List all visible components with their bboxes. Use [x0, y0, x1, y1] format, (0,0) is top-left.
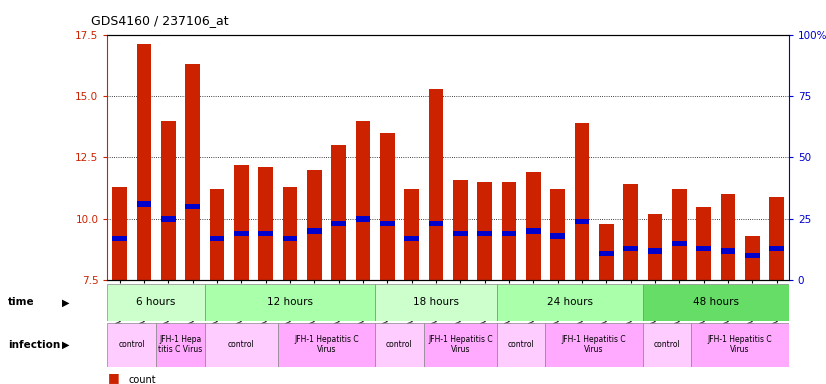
Text: JFH-1 Hepatitis C
Virus: JFH-1 Hepatitis C Virus	[428, 335, 492, 354]
Text: ■: ■	[107, 371, 119, 384]
Text: control: control	[386, 340, 413, 349]
Bar	[550, 233, 565, 239]
Bar	[624, 246, 638, 251]
Bar	[282, 236, 297, 241]
Bar	[526, 228, 540, 234]
Bar	[185, 204, 200, 209]
Bar	[307, 170, 321, 280]
Bar	[234, 165, 249, 280]
Bar	[234, 231, 249, 236]
Bar	[156, 323, 205, 367]
Text: JFH-1 Hepatitis C
Virus: JFH-1 Hepatitis C Virus	[294, 335, 358, 354]
Bar	[453, 180, 468, 280]
Bar	[769, 197, 784, 280]
Bar	[356, 121, 370, 280]
Bar	[356, 216, 370, 222]
Bar	[107, 284, 205, 321]
Bar	[477, 182, 492, 280]
Bar	[745, 236, 760, 280]
Text: ▶: ▶	[62, 339, 69, 350]
Bar	[720, 194, 735, 280]
Bar	[375, 284, 496, 321]
Bar	[769, 246, 784, 251]
Text: JFH-1 Hepatitis C
Virus: JFH-1 Hepatitis C Virus	[708, 335, 772, 354]
Bar	[424, 323, 496, 367]
Bar	[307, 228, 321, 234]
Text: control: control	[508, 340, 534, 349]
Text: GDS4160 / 237106_at: GDS4160 / 237106_at	[91, 14, 229, 27]
Bar	[696, 246, 711, 251]
Bar	[545, 323, 643, 367]
Bar	[210, 236, 224, 241]
Bar	[380, 221, 395, 227]
Text: count: count	[128, 375, 155, 384]
Bar	[380, 133, 395, 280]
Bar	[643, 323, 691, 367]
Bar	[185, 64, 200, 280]
Bar	[496, 284, 643, 321]
Text: 48 hours: 48 hours	[693, 297, 738, 308]
Bar	[404, 236, 419, 241]
Bar	[331, 221, 346, 227]
Bar	[161, 121, 176, 280]
Bar	[331, 145, 346, 280]
Bar	[672, 189, 686, 280]
Bar	[599, 224, 614, 280]
Bar	[161, 216, 176, 222]
Bar	[107, 323, 156, 367]
Text: infection: infection	[8, 339, 60, 350]
Bar	[672, 241, 686, 246]
Bar	[429, 89, 444, 280]
Text: 12 hours: 12 hours	[267, 297, 313, 308]
Bar	[112, 236, 127, 241]
Bar	[643, 284, 789, 321]
Bar	[496, 323, 545, 367]
Bar	[477, 231, 492, 236]
Bar	[575, 123, 589, 280]
Bar	[259, 231, 273, 236]
Bar	[282, 187, 297, 280]
Text: control: control	[118, 340, 145, 349]
Text: ▶: ▶	[62, 297, 69, 308]
Bar	[136, 45, 151, 280]
Text: time: time	[8, 297, 35, 308]
Bar	[648, 248, 662, 253]
Text: control: control	[228, 340, 254, 349]
Bar	[112, 187, 127, 280]
Bar	[745, 253, 760, 258]
Text: JFH-1 Hepatitis C
Virus: JFH-1 Hepatitis C Virus	[562, 335, 626, 354]
Bar	[575, 218, 589, 224]
Bar	[136, 202, 151, 207]
Bar	[648, 214, 662, 280]
Bar	[453, 231, 468, 236]
Text: 18 hours: 18 hours	[413, 297, 459, 308]
Bar	[205, 284, 375, 321]
Bar	[624, 184, 638, 280]
Bar	[205, 323, 278, 367]
Text: control: control	[653, 340, 681, 349]
Bar	[501, 231, 516, 236]
Bar	[278, 323, 375, 367]
Bar	[691, 323, 789, 367]
Text: 24 hours: 24 hours	[547, 297, 593, 308]
Bar	[599, 251, 614, 256]
Text: 6 hours: 6 hours	[136, 297, 176, 308]
Bar	[501, 182, 516, 280]
Bar	[696, 207, 711, 280]
Bar	[429, 221, 444, 227]
Text: JFH-1 Hepa
titis C Virus: JFH-1 Hepa titis C Virus	[159, 335, 202, 354]
Bar	[259, 167, 273, 280]
Bar	[720, 248, 735, 253]
Bar	[526, 172, 540, 280]
Bar	[210, 189, 224, 280]
Bar	[550, 189, 565, 280]
Bar	[404, 189, 419, 280]
Bar	[375, 323, 424, 367]
